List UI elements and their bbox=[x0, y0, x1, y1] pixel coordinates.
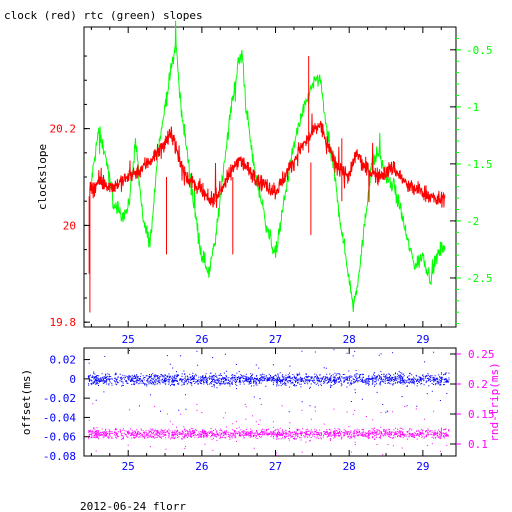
slopes-y2-tick-label: -1 bbox=[466, 101, 479, 114]
clock-slope-line bbox=[89, 113, 446, 208]
offset-panel: 25 26 27 28 29 -0.08 -0.06 -0.04 -0.02 0 0.02 0.1 0.… bbox=[20, 347, 501, 473]
slopes-x-tick-label: 27 bbox=[269, 333, 282, 346]
offset-y-tick-label: -0.08 bbox=[43, 450, 76, 463]
offset-y-tick-label: -0.04 bbox=[43, 411, 76, 424]
slopes-panel: 25 26 27 28 29 19.8 20 20.2 -2.5 -2 -1.5 -1 -0.5 clo… bbox=[36, 20, 493, 346]
offset-axes: 25 26 27 28 29 -0.08 -0.06 -0.04 -0.02 0 0.02 0.1 0.… bbox=[43, 348, 495, 473]
slopes-x-tick-label: 26 bbox=[195, 333, 208, 346]
offset-x-tick-label: 27 bbox=[269, 460, 282, 473]
slopes-y-tick-label: 19.8 bbox=[50, 316, 77, 329]
offset-x-tick-label: 28 bbox=[343, 460, 356, 473]
rndtrip-y-tick-label: 0.25 bbox=[468, 348, 495, 361]
offset-y-tick-label: -0.02 bbox=[43, 392, 76, 405]
chart-title: clock (red) rtc (green) slopes bbox=[4, 9, 203, 22]
rndtrip-y-tick-label: 0.1 bbox=[468, 438, 488, 451]
slopes-x-tick-label: 28 bbox=[343, 333, 356, 346]
slopes-y2-tick-label: -2 bbox=[466, 215, 479, 228]
slopes-axes: 25 26 27 28 29 19.8 20 20.2 -2.5 -2 -1.5 -1 -0.5 bbox=[50, 27, 493, 346]
rndtrip-y-axis-label: rnd-trip(ms) bbox=[488, 362, 501, 441]
offset-series-group bbox=[87, 349, 450, 456]
slopes-x-tick-label: 25 bbox=[122, 333, 135, 346]
offset-x-tick-label: 25 bbox=[122, 460, 135, 473]
offset-y-tick-label: 0 bbox=[69, 373, 76, 386]
rndtrip-y-tick-label: 0.15 bbox=[468, 408, 495, 421]
slopes-x-tick-label: 29 bbox=[416, 333, 429, 346]
slopes-series-group bbox=[88, 20, 446, 313]
footer-date-label: 2012-06-24 florr bbox=[80, 500, 186, 512]
offset-plot-frame bbox=[83, 347, 457, 457]
slopes-y2-tick-label: -0.5 bbox=[466, 44, 493, 57]
slopes-y-tick-label: 20.2 bbox=[50, 123, 77, 136]
slopes-y-tick-label: 20 bbox=[63, 219, 76, 232]
slopes-y2-tick-label: -2.5 bbox=[466, 272, 493, 285]
slopes-y2-tick-label: -1.5 bbox=[466, 158, 493, 171]
offset-y-tick-label: 0.02 bbox=[50, 354, 77, 367]
rndtrip-y-tick-label: 0.2 bbox=[468, 378, 488, 391]
slopes-y-axis-label: clockslope bbox=[36, 144, 49, 210]
rndtrip-scatter bbox=[88, 403, 450, 456]
offset-y-axis-label: offset(ms) bbox=[20, 369, 33, 435]
offset-y-tick-label: -0.06 bbox=[43, 431, 76, 444]
offset-x-tick-label: 26 bbox=[195, 460, 208, 473]
offset-x-tick-label: 29 bbox=[416, 460, 429, 473]
offset-scatter bbox=[87, 349, 450, 413]
